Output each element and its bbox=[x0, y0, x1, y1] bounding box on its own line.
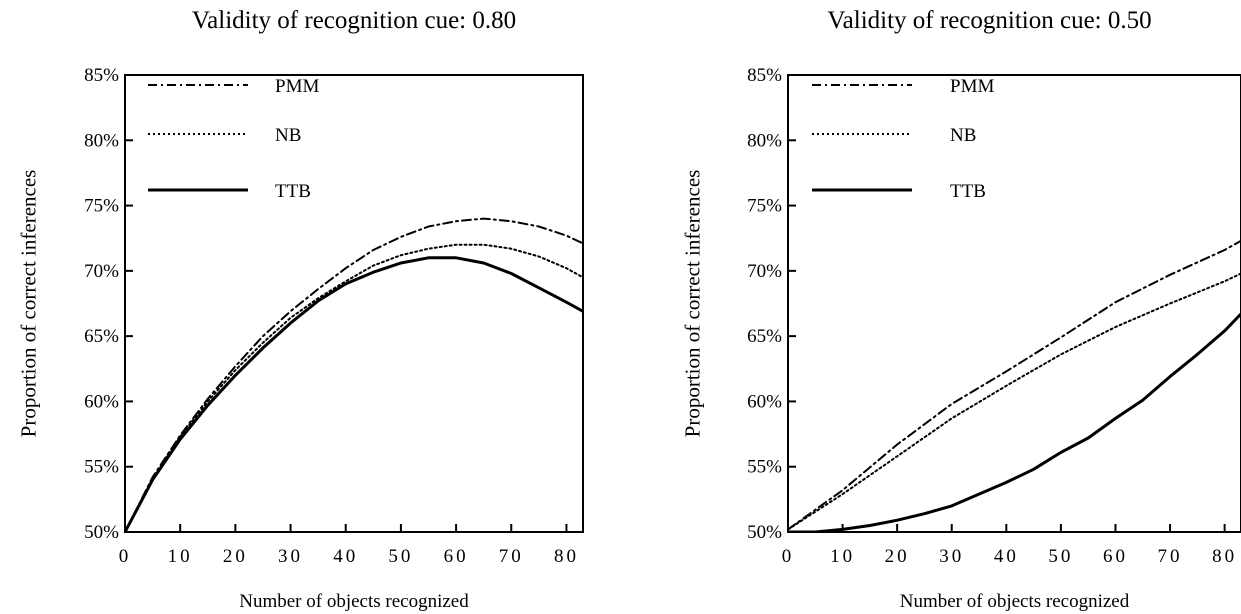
series-line-nb bbox=[125, 243, 583, 532]
legend-label-ttb: TTB bbox=[275, 181, 311, 202]
y-axis-label: Proportion of correct inferences bbox=[16, 170, 40, 438]
y-tick-label: 50% bbox=[84, 522, 119, 543]
legend: PMM NB TTB bbox=[148, 76, 319, 202]
y-tick-label: 70% bbox=[747, 261, 782, 282]
y-tick-label: 60% bbox=[747, 391, 782, 412]
plot-frame bbox=[124, 74, 584, 533]
series-group bbox=[125, 217, 583, 532]
x-axis-label: Number of objects recognized bbox=[900, 591, 1130, 612]
y-tick-label: 65% bbox=[747, 326, 782, 347]
y-tick-label: 85% bbox=[84, 65, 119, 86]
y-tick-label: 55% bbox=[84, 457, 119, 478]
chart-title: Validity of recognition cue: 0.80 bbox=[192, 7, 516, 34]
x-ticks: 0 10 20 30 40 50 60 70 80 bbox=[119, 524, 579, 567]
x-ticks: 0 10 20 30 40 50 60 70 80 bbox=[782, 524, 1237, 567]
legend: PMM NB TTB bbox=[812, 76, 994, 202]
y-ticks: 50% 55% 60% 65% 70% 75% 80% 85% bbox=[747, 65, 796, 543]
y-tick-label: 65% bbox=[84, 326, 119, 347]
x-tick-label: 20 bbox=[223, 546, 248, 567]
plot-frame bbox=[787, 74, 1241, 533]
legend-label-ttb: TTB bbox=[950, 181, 986, 202]
y-axis-label: Proportion of correct inferences bbox=[680, 170, 704, 438]
y-tick-label: 75% bbox=[84, 196, 119, 217]
x-tick-label: 70 bbox=[1158, 546, 1183, 567]
x-tick-label: 70 bbox=[499, 546, 524, 567]
y-tick-label: 50% bbox=[747, 522, 782, 543]
x-tick-label: 40 bbox=[994, 546, 1019, 567]
series-line-pmm bbox=[125, 217, 583, 532]
chart-right: Validity of recognition cue: 0.50 Propor… bbox=[680, 7, 1241, 612]
x-tick-label: 0 bbox=[119, 546, 132, 567]
legend-label-pmm: PMM bbox=[950, 76, 994, 97]
y-tick-label: 55% bbox=[747, 457, 782, 478]
x-tick-label: 10 bbox=[830, 546, 855, 567]
x-tick-label: 50 bbox=[388, 546, 413, 567]
x-tick-label: 20 bbox=[885, 546, 910, 567]
x-tick-label: 60 bbox=[1103, 546, 1128, 567]
series-group bbox=[788, 239, 1241, 532]
legend-label-nb: NB bbox=[275, 125, 301, 146]
y-tick-label: 85% bbox=[747, 65, 782, 86]
x-tick-label: 0 bbox=[782, 546, 795, 567]
series-line-ttb bbox=[788, 312, 1241, 532]
x-tick-label: 10 bbox=[168, 546, 193, 567]
x-tick-label: 60 bbox=[444, 546, 469, 567]
y-ticks: 50% 55% 60% 65% 70% 75% 80% 85% bbox=[84, 65, 133, 543]
y-tick-label: 60% bbox=[84, 391, 119, 412]
x-tick-label: 50 bbox=[1048, 546, 1073, 567]
x-tick-label: 80 bbox=[554, 546, 579, 567]
chart-title: Validity of recognition cue: 0.50 bbox=[827, 7, 1151, 34]
x-tick-label: 30 bbox=[278, 546, 303, 567]
x-tick-label: 40 bbox=[333, 546, 358, 567]
x-tick-label: 80 bbox=[1212, 546, 1237, 567]
y-tick-label: 80% bbox=[747, 130, 782, 151]
x-tick-label: 30 bbox=[939, 546, 964, 567]
series-line-pmm bbox=[788, 239, 1241, 531]
x-axis-label: Number of objects recognized bbox=[239, 591, 469, 612]
legend-label-nb: NB bbox=[950, 125, 976, 146]
y-tick-label: 75% bbox=[747, 196, 782, 217]
y-tick-label: 70% bbox=[84, 261, 119, 282]
y-tick-label: 80% bbox=[84, 130, 119, 151]
legend-label-pmm: PMM bbox=[275, 76, 319, 97]
series-line-nb bbox=[788, 272, 1241, 531]
chart-left: Validity of recognition cue: 0.80 Propor… bbox=[16, 7, 584, 612]
series-line-ttb bbox=[125, 256, 583, 532]
